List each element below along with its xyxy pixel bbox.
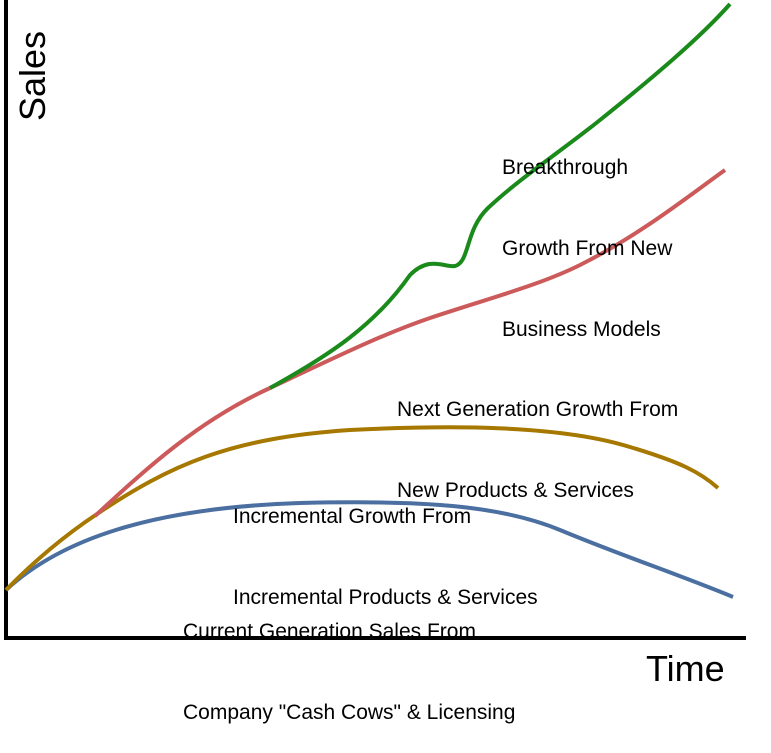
label-line: New Products & Services [397,479,634,502]
label-line: Next Generation Growth From [397,398,679,421]
label-line: Incremental Growth From [233,505,472,528]
breakthrough-curve [269,2,732,390]
y-axis-label: Sales [12,30,53,121]
current-generation-curve [4,500,734,599]
x-axis-label: Time [646,648,725,689]
next-generation-label: Next Generation Growth From New Products… [397,342,678,531]
incremental-growth-curve [4,425,720,592]
label-line: Breakthrough [502,156,629,179]
incremental-growth-label: Incremental Growth From Incremental Prod… [233,449,538,638]
next-generation-curve [93,168,727,518]
label-line: Growth From New [502,237,673,260]
current-generation-label: Current Generation Sales From Company "C… [183,564,515,753]
label-line: Company "Cash Cows" & Licensing [183,701,516,724]
growth-diagram [4,0,746,640]
breakthrough-label: Breakthrough Growth From New Business Mo… [502,100,672,370]
label-line: Incremental Products & Services [233,586,538,609]
label-line: Current Generation Sales From [183,620,476,643]
label-line: Business Models [502,318,661,341]
